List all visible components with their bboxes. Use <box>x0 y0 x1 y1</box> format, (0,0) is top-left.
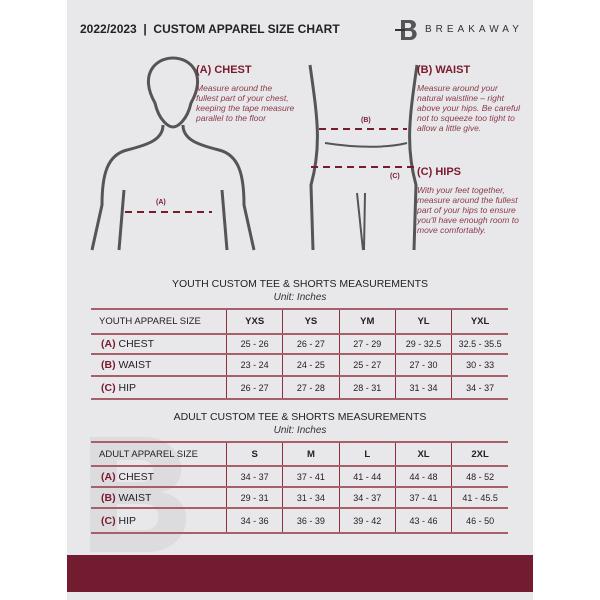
cell: 41 - 44 <box>338 465 396 488</box>
page-title: 2022/2023 | CUSTOM APPAREL SIZE CHART <box>80 22 340 36</box>
cell: 23 - 24 <box>225 353 283 377</box>
row-label: (A) CHEST <box>91 465 227 488</box>
table-row: (B) WAIST 23 - 24 24 - 25 25 - 27 27 - 30 30 … <box>91 353 508 377</box>
row-label: (A) CHEST <box>91 333 227 355</box>
row-name: HIP <box>118 514 137 527</box>
row-letter: (A) <box>101 470 116 483</box>
cell: 31 - 34 <box>282 486 340 509</box>
cell: 31 - 34 <box>394 375 452 400</box>
row-letter: (C) <box>101 514 116 527</box>
cell: 32.5 - 35.5 <box>451 333 508 355</box>
row-name: WAIST <box>118 491 152 504</box>
waist-heading: (B) WAIST <box>417 64 471 76</box>
row-letter: (B) <box>101 491 116 504</box>
row-letter: (B) <box>101 359 116 371</box>
row-name: CHEST <box>118 470 155 483</box>
row-label: (C) HIP <box>91 507 227 534</box>
size-header: YL <box>394 308 452 335</box>
body-measurement-figures <box>90 56 419 251</box>
cell: 34 - 36 <box>225 507 283 534</box>
hips-marker: (C) <box>390 173 400 180</box>
cell: 29 - 32.5 <box>394 333 452 355</box>
footer-band <box>67 555 533 592</box>
row-letter: (C) <box>101 381 116 394</box>
cell: 34 - 37 <box>338 486 396 509</box>
table-row: (C) HIP 34 - 36 36 - 39 39 - 42 43 - 46 46 - … <box>91 507 508 534</box>
cell: 27 - 29 <box>338 333 396 355</box>
cell: 43 - 46 <box>394 507 452 534</box>
chest-marker: (A) <box>156 199 166 206</box>
row-name: HIP <box>118 381 137 394</box>
row-name: WAIST <box>118 359 152 371</box>
youth-size-table: YOUTH APPAREL SIZE YXS YS YM YL YXL (A) … <box>91 308 508 400</box>
cell: 25 - 27 <box>338 353 396 377</box>
cell: 46 - 50 <box>451 507 508 534</box>
size-header: YXL <box>451 308 508 335</box>
adult-size-table: ADULT APPAREL SIZE S M L XL 2XL (A) CHES… <box>91 441 508 534</box>
waist-instructions: Measure around your natural waistline – … <box>417 83 521 133</box>
size-header: L <box>338 441 396 467</box>
cell: 37 - 41 <box>394 486 452 509</box>
breakaway-logo-icon <box>395 20 417 40</box>
adult-table-title: ADULT CUSTOM TEE & SHORTS MEASUREMENTS <box>173 411 427 423</box>
cell: 27 - 28 <box>282 375 340 400</box>
table-row: (A) CHEST 34 - 37 37 - 41 41 - 44 44 - 48 48 … <box>91 465 508 488</box>
cell: 36 - 39 <box>282 507 340 534</box>
row-label: (C) HIP <box>91 375 227 400</box>
size-header: M <box>282 441 340 467</box>
youth-table-title: YOUTH CUSTOM TEE & SHORTS MEASUREMENTS <box>171 278 429 290</box>
hips-instructions: With your feet together, measure around … <box>417 185 519 235</box>
cell: 48 - 52 <box>451 465 508 488</box>
cell: 37 - 41 <box>282 465 340 488</box>
youth-unit: Unit: Inches <box>273 292 327 303</box>
table-row: (A) CHEST 25 - 26 26 - 27 27 - 29 29 - 32.5 3… <box>91 333 508 355</box>
cell: 41 - 45.5 <box>451 486 508 509</box>
cell: 26 - 27 <box>282 333 340 355</box>
hips-heading: (C) HIPS <box>417 166 461 178</box>
cell: 25 - 26 <box>225 333 283 355</box>
size-header: XL <box>394 441 452 467</box>
size-header: S <box>225 441 283 467</box>
size-header: YS <box>282 308 340 335</box>
cell: 30 - 33 <box>451 353 508 377</box>
cell: 44 - 48 <box>394 465 452 488</box>
waist-marker: (B) <box>361 117 371 124</box>
cell: 29 - 31 <box>225 486 283 509</box>
chest-instructions: Measure around the fullest part of your … <box>196 83 295 123</box>
chest-heading: (A) CHEST <box>196 64 252 76</box>
size-header: YXS <box>225 308 283 335</box>
row-letter: (A) <box>101 338 116 350</box>
cell: 27 - 30 <box>394 353 452 377</box>
cell: 34 - 37 <box>451 375 508 400</box>
cell: 34 - 37 <box>225 465 283 488</box>
table-row: (C) HIP 26 - 27 27 - 28 28 - 31 31 - 34 34 - … <box>91 375 508 400</box>
cell: 26 - 27 <box>225 375 283 400</box>
brand-name: BREAKAWAY <box>425 24 523 35</box>
header-label: YOUTH APPAREL SIZE <box>91 308 227 335</box>
table-header-row: ADULT APPAREL SIZE S M L XL 2XL <box>91 441 508 467</box>
size-header: YM <box>338 308 396 335</box>
cell: 28 - 31 <box>338 375 396 400</box>
size-header: 2XL <box>451 441 508 467</box>
row-name: CHEST <box>118 338 155 350</box>
table-row: (B) WAIST 29 - 31 31 - 34 34 - 37 37 - 41 41 … <box>91 486 508 509</box>
row-label: (B) WAIST <box>91 353 227 377</box>
row-label: (B) WAIST <box>91 486 227 509</box>
cell: 39 - 42 <box>338 507 396 534</box>
cell: 24 - 25 <box>282 353 340 377</box>
adult-unit: Unit: Inches <box>273 425 327 436</box>
header-label: ADULT APPAREL SIZE <box>91 441 227 467</box>
table-header-row: YOUTH APPAREL SIZE YXS YS YM YL YXL <box>91 308 508 335</box>
